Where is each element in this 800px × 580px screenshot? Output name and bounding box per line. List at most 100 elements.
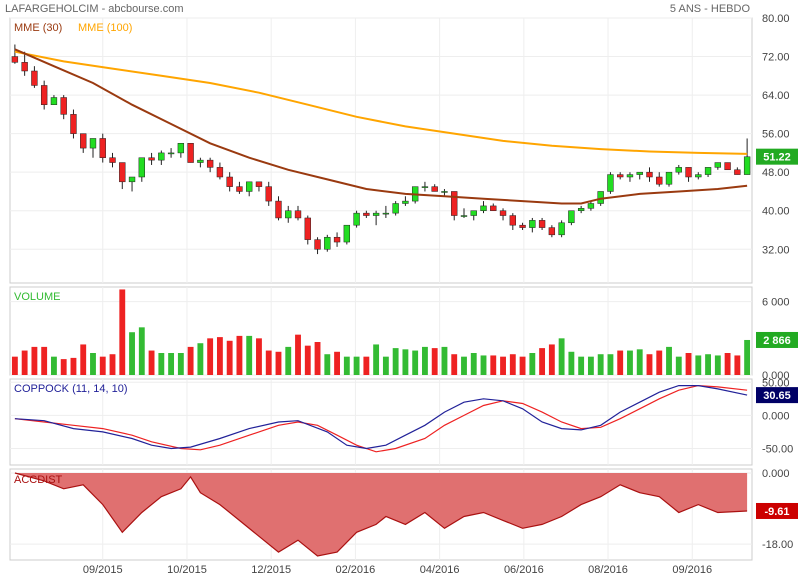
coppock-blue-line	[14, 385, 748, 450]
volume-bar	[129, 332, 135, 375]
candle	[675, 167, 682, 173]
candle	[275, 200, 282, 219]
volume-bar	[451, 354, 458, 375]
volume-bar	[714, 355, 721, 375]
volume-bar	[314, 342, 321, 375]
volume-bar	[236, 335, 243, 375]
candle	[529, 220, 536, 228]
volume-bar	[636, 349, 643, 375]
candle	[441, 191, 448, 193]
candle	[11, 56, 19, 63]
volume-bar	[99, 356, 106, 375]
candle	[226, 176, 233, 187]
volume-bar	[11, 356, 18, 375]
volume-bar	[51, 356, 57, 375]
volume-bar	[402, 349, 409, 375]
volume-bar	[197, 343, 204, 375]
candle	[314, 239, 321, 250]
volume-bar	[597, 354, 604, 375]
candle	[509, 215, 516, 226]
candle	[236, 186, 243, 192]
period-label: 5 ANS - HEBDO	[669, 3, 750, 15]
volume-bar	[304, 345, 311, 375]
volume-bar	[158, 353, 165, 375]
price-last-badge	[756, 148, 798, 165]
volume-bar	[80, 344, 87, 375]
volume-bar	[558, 338, 565, 375]
candle	[665, 171, 673, 185]
volume-bar	[568, 351, 575, 375]
candle	[246, 181, 253, 192]
candle	[451, 191, 458, 216]
x-tick-label: 08/2016	[588, 564, 628, 576]
volume-bar	[724, 353, 731, 375]
volume-bar	[656, 350, 663, 375]
candle	[119, 162, 126, 183]
volume-bar	[675, 356, 682, 375]
volume-bar	[470, 353, 477, 375]
volume-bar	[285, 346, 292, 375]
candle	[724, 162, 731, 171]
volume-bar	[109, 354, 116, 375]
volume-bar	[119, 289, 126, 375]
candle	[587, 203, 595, 209]
candle	[577, 208, 585, 211]
candle	[324, 236, 331, 250]
legend-mme30: MME (30)	[14, 22, 62, 34]
candle	[431, 186, 438, 192]
volume-last-value: 2 866	[763, 335, 791, 347]
volume-bar	[539, 348, 546, 375]
mme30-line	[14, 48, 748, 205]
coppock-title: COPPOCK (11, 14, 10)	[14, 383, 128, 395]
y-tick-label: 50.00	[762, 377, 790, 389]
volume-bar	[373, 344, 380, 375]
volume-bar	[422, 346, 428, 375]
volume-bar	[578, 356, 585, 375]
volume-bar	[490, 355, 497, 375]
candle	[636, 171, 643, 175]
volume-bar	[431, 348, 438, 375]
volume-bar	[70, 357, 77, 375]
candle	[109, 157, 116, 163]
volume-bar	[607, 354, 614, 375]
volume-bar	[617, 350, 624, 375]
candle	[158, 152, 165, 161]
candle	[216, 167, 224, 178]
volume-bar	[187, 346, 194, 375]
y-tick-label: 6 000	[762, 297, 790, 309]
volume-bar	[256, 338, 262, 375]
x-tick-label: 06/2016	[504, 564, 544, 576]
candle	[50, 97, 58, 105]
volume-bar	[21, 350, 28, 375]
y-tick-label: 40.00	[762, 206, 790, 218]
volume-bar	[734, 355, 741, 375]
x-tick-label: 12/2015	[251, 564, 291, 576]
legend-mme100: MME (100)	[78, 22, 132, 34]
candle	[99, 138, 106, 158]
candle	[89, 138, 97, 149]
x-tick-label: 09/2016	[672, 564, 712, 576]
price-last-value: 51.22	[763, 152, 791, 164]
volume-bar	[90, 353, 96, 375]
candle	[490, 205, 497, 211]
candle	[60, 97, 67, 115]
candle	[382, 212, 390, 215]
candle	[285, 210, 292, 219]
y-tick-label: 0.000	[762, 410, 790, 422]
coppock-last-value: 30.65	[763, 390, 791, 402]
candle	[187, 143, 194, 163]
volume-bar	[207, 338, 214, 375]
candle	[128, 176, 136, 183]
y-tick-label: -18.00	[762, 539, 793, 551]
volume-bar	[324, 354, 331, 375]
candle	[80, 133, 87, 149]
volume-bar	[695, 355, 702, 375]
volume-bar	[461, 356, 467, 375]
candle	[392, 203, 399, 214]
candle	[353, 212, 360, 226]
volume-bar	[685, 353, 692, 375]
candle	[470, 210, 477, 216]
candle	[743, 156, 751, 175]
accdist-title: ACCDIST	[14, 474, 63, 486]
volume-bar	[480, 355, 487, 375]
